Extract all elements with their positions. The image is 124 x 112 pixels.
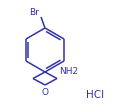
Text: O: O [42, 87, 48, 96]
Text: HCl: HCl [86, 89, 104, 99]
Text: Br: Br [29, 8, 39, 17]
Text: NH2: NH2 [59, 66, 78, 75]
